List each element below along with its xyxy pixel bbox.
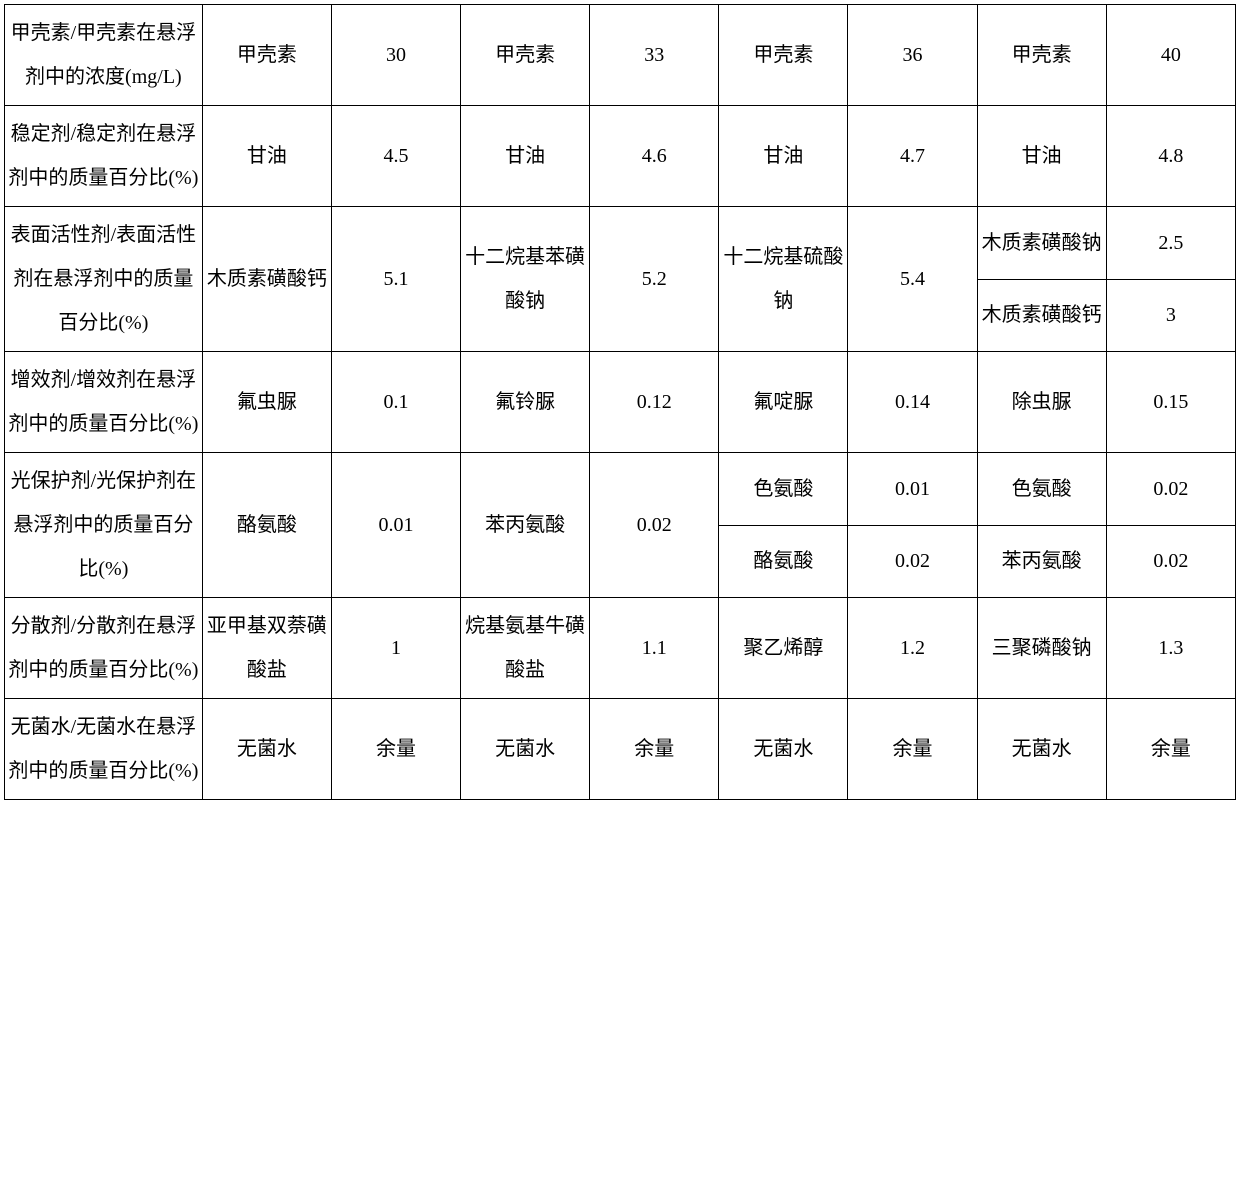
- cell-name: 氟虫脲: [202, 352, 331, 453]
- cell-value: 5.2: [590, 207, 719, 352]
- cell-value: 36: [848, 5, 977, 106]
- cell-value: 0.1: [331, 352, 460, 453]
- cell-name: 无菌水: [461, 699, 590, 800]
- cell-name: 氟铃脲: [461, 352, 590, 453]
- cell-name: 烷基氨基牛磺酸盐: [461, 598, 590, 699]
- cell-value: 1.3: [1106, 598, 1235, 699]
- row-label: 分散剂/分散剂在悬浮剂中的质量百分比(%): [5, 598, 203, 699]
- cell-value: 0.01: [331, 453, 460, 598]
- cell-value: 4.6: [590, 106, 719, 207]
- cell-name: 无菌水: [977, 699, 1106, 800]
- cell-name: 色氨酸: [977, 453, 1106, 526]
- cell-value: 0.15: [1106, 352, 1235, 453]
- cell-name: 甲壳素: [977, 5, 1106, 106]
- cell-value: 0.02: [590, 453, 719, 598]
- row-label: 甲壳素/甲壳素在悬浮剂中的浓度(mg/L): [5, 5, 203, 106]
- cell-name: 除虫脲: [977, 352, 1106, 453]
- cell-name: 甘油: [977, 106, 1106, 207]
- table-row: 无菌水/无菌水在悬浮剂中的质量百分比(%) 无菌水 余量 无菌水 余量 无菌水 …: [5, 699, 1236, 800]
- cell-name: 甲壳素: [202, 5, 331, 106]
- cell-value: 4.8: [1106, 106, 1235, 207]
- row-label: 光保护剂/光保护剂在悬浮剂中的质量百分比(%): [5, 453, 203, 598]
- table-row: 表面活性剂/表面活性剂在悬浮剂中的质量百分比(%) 木质素磺酸钙 5.1 十二烷…: [5, 207, 1236, 280]
- cell-name: 木质素磺酸钠: [977, 207, 1106, 280]
- cell-value: 4.7: [848, 106, 977, 207]
- cell-value: 余量: [1106, 699, 1235, 800]
- cell-value: 33: [590, 5, 719, 106]
- cell-value: 30: [331, 5, 460, 106]
- row-label: 表面活性剂/表面活性剂在悬浮剂中的质量百分比(%): [5, 207, 203, 352]
- table-row: 甲壳素/甲壳素在悬浮剂中的浓度(mg/L) 甲壳素 30 甲壳素 33 甲壳素 …: [5, 5, 1236, 106]
- table-row: 分散剂/分散剂在悬浮剂中的质量百分比(%) 亚甲基双萘磺酸盐 1 烷基氨基牛磺酸…: [5, 598, 1236, 699]
- cell-name: 十二烷基硫酸钠: [719, 207, 848, 352]
- cell-name: 苯丙氨酸: [977, 525, 1106, 598]
- cell-value: 1.2: [848, 598, 977, 699]
- cell-name: 酪氨酸: [719, 525, 848, 598]
- cell-value: 0.02: [1106, 525, 1235, 598]
- cell-name: 亚甲基双萘磺酸盐: [202, 598, 331, 699]
- cell-value: 4.5: [331, 106, 460, 207]
- cell-value: 0.02: [1106, 453, 1235, 526]
- row-label: 稳定剂/稳定剂在悬浮剂中的质量百分比(%): [5, 106, 203, 207]
- cell-name: 甘油: [461, 106, 590, 207]
- cell-value: 2.5: [1106, 207, 1235, 280]
- cell-value: 1: [331, 598, 460, 699]
- row-label: 增效剂/增效剂在悬浮剂中的质量百分比(%): [5, 352, 203, 453]
- cell-name: 氟啶脲: [719, 352, 848, 453]
- row-label: 无菌水/无菌水在悬浮剂中的质量百分比(%): [5, 699, 203, 800]
- table-row: 增效剂/增效剂在悬浮剂中的质量百分比(%) 氟虫脲 0.1 氟铃脲 0.12 氟…: [5, 352, 1236, 453]
- cell-value: 5.1: [331, 207, 460, 352]
- cell-name: 三聚磷酸钠: [977, 598, 1106, 699]
- cell-value: 0.01: [848, 453, 977, 526]
- cell-name: 无菌水: [202, 699, 331, 800]
- cell-name: 甲壳素: [719, 5, 848, 106]
- cell-name: 色氨酸: [719, 453, 848, 526]
- cell-value: 5.4: [848, 207, 977, 352]
- cell-name: 无菌水: [719, 699, 848, 800]
- table-row: 光保护剂/光保护剂在悬浮剂中的质量百分比(%) 酪氨酸 0.01 苯丙氨酸 0.…: [5, 453, 1236, 526]
- cell-value: 余量: [331, 699, 460, 800]
- cell-name: 木质素磺酸钙: [202, 207, 331, 352]
- cell-value: 0.02: [848, 525, 977, 598]
- cell-value: 1.1: [590, 598, 719, 699]
- cell-name: 甘油: [202, 106, 331, 207]
- cell-value: 0.12: [590, 352, 719, 453]
- cell-value: 3: [1106, 279, 1235, 352]
- cell-value: 余量: [848, 699, 977, 800]
- cell-name: 甲壳素: [461, 5, 590, 106]
- cell-name: 苯丙氨酸: [461, 453, 590, 598]
- cell-name: 十二烷基苯磺酸钠: [461, 207, 590, 352]
- cell-value: 40: [1106, 5, 1235, 106]
- formulation-table: 甲壳素/甲壳素在悬浮剂中的浓度(mg/L) 甲壳素 30 甲壳素 33 甲壳素 …: [4, 4, 1236, 800]
- cell-name: 木质素磺酸钙: [977, 279, 1106, 352]
- table-row: 稳定剂/稳定剂在悬浮剂中的质量百分比(%) 甘油 4.5 甘油 4.6 甘油 4…: [5, 106, 1236, 207]
- cell-value: 余量: [590, 699, 719, 800]
- cell-name: 聚乙烯醇: [719, 598, 848, 699]
- cell-value: 0.14: [848, 352, 977, 453]
- cell-name: 甘油: [719, 106, 848, 207]
- cell-name: 酪氨酸: [202, 453, 331, 598]
